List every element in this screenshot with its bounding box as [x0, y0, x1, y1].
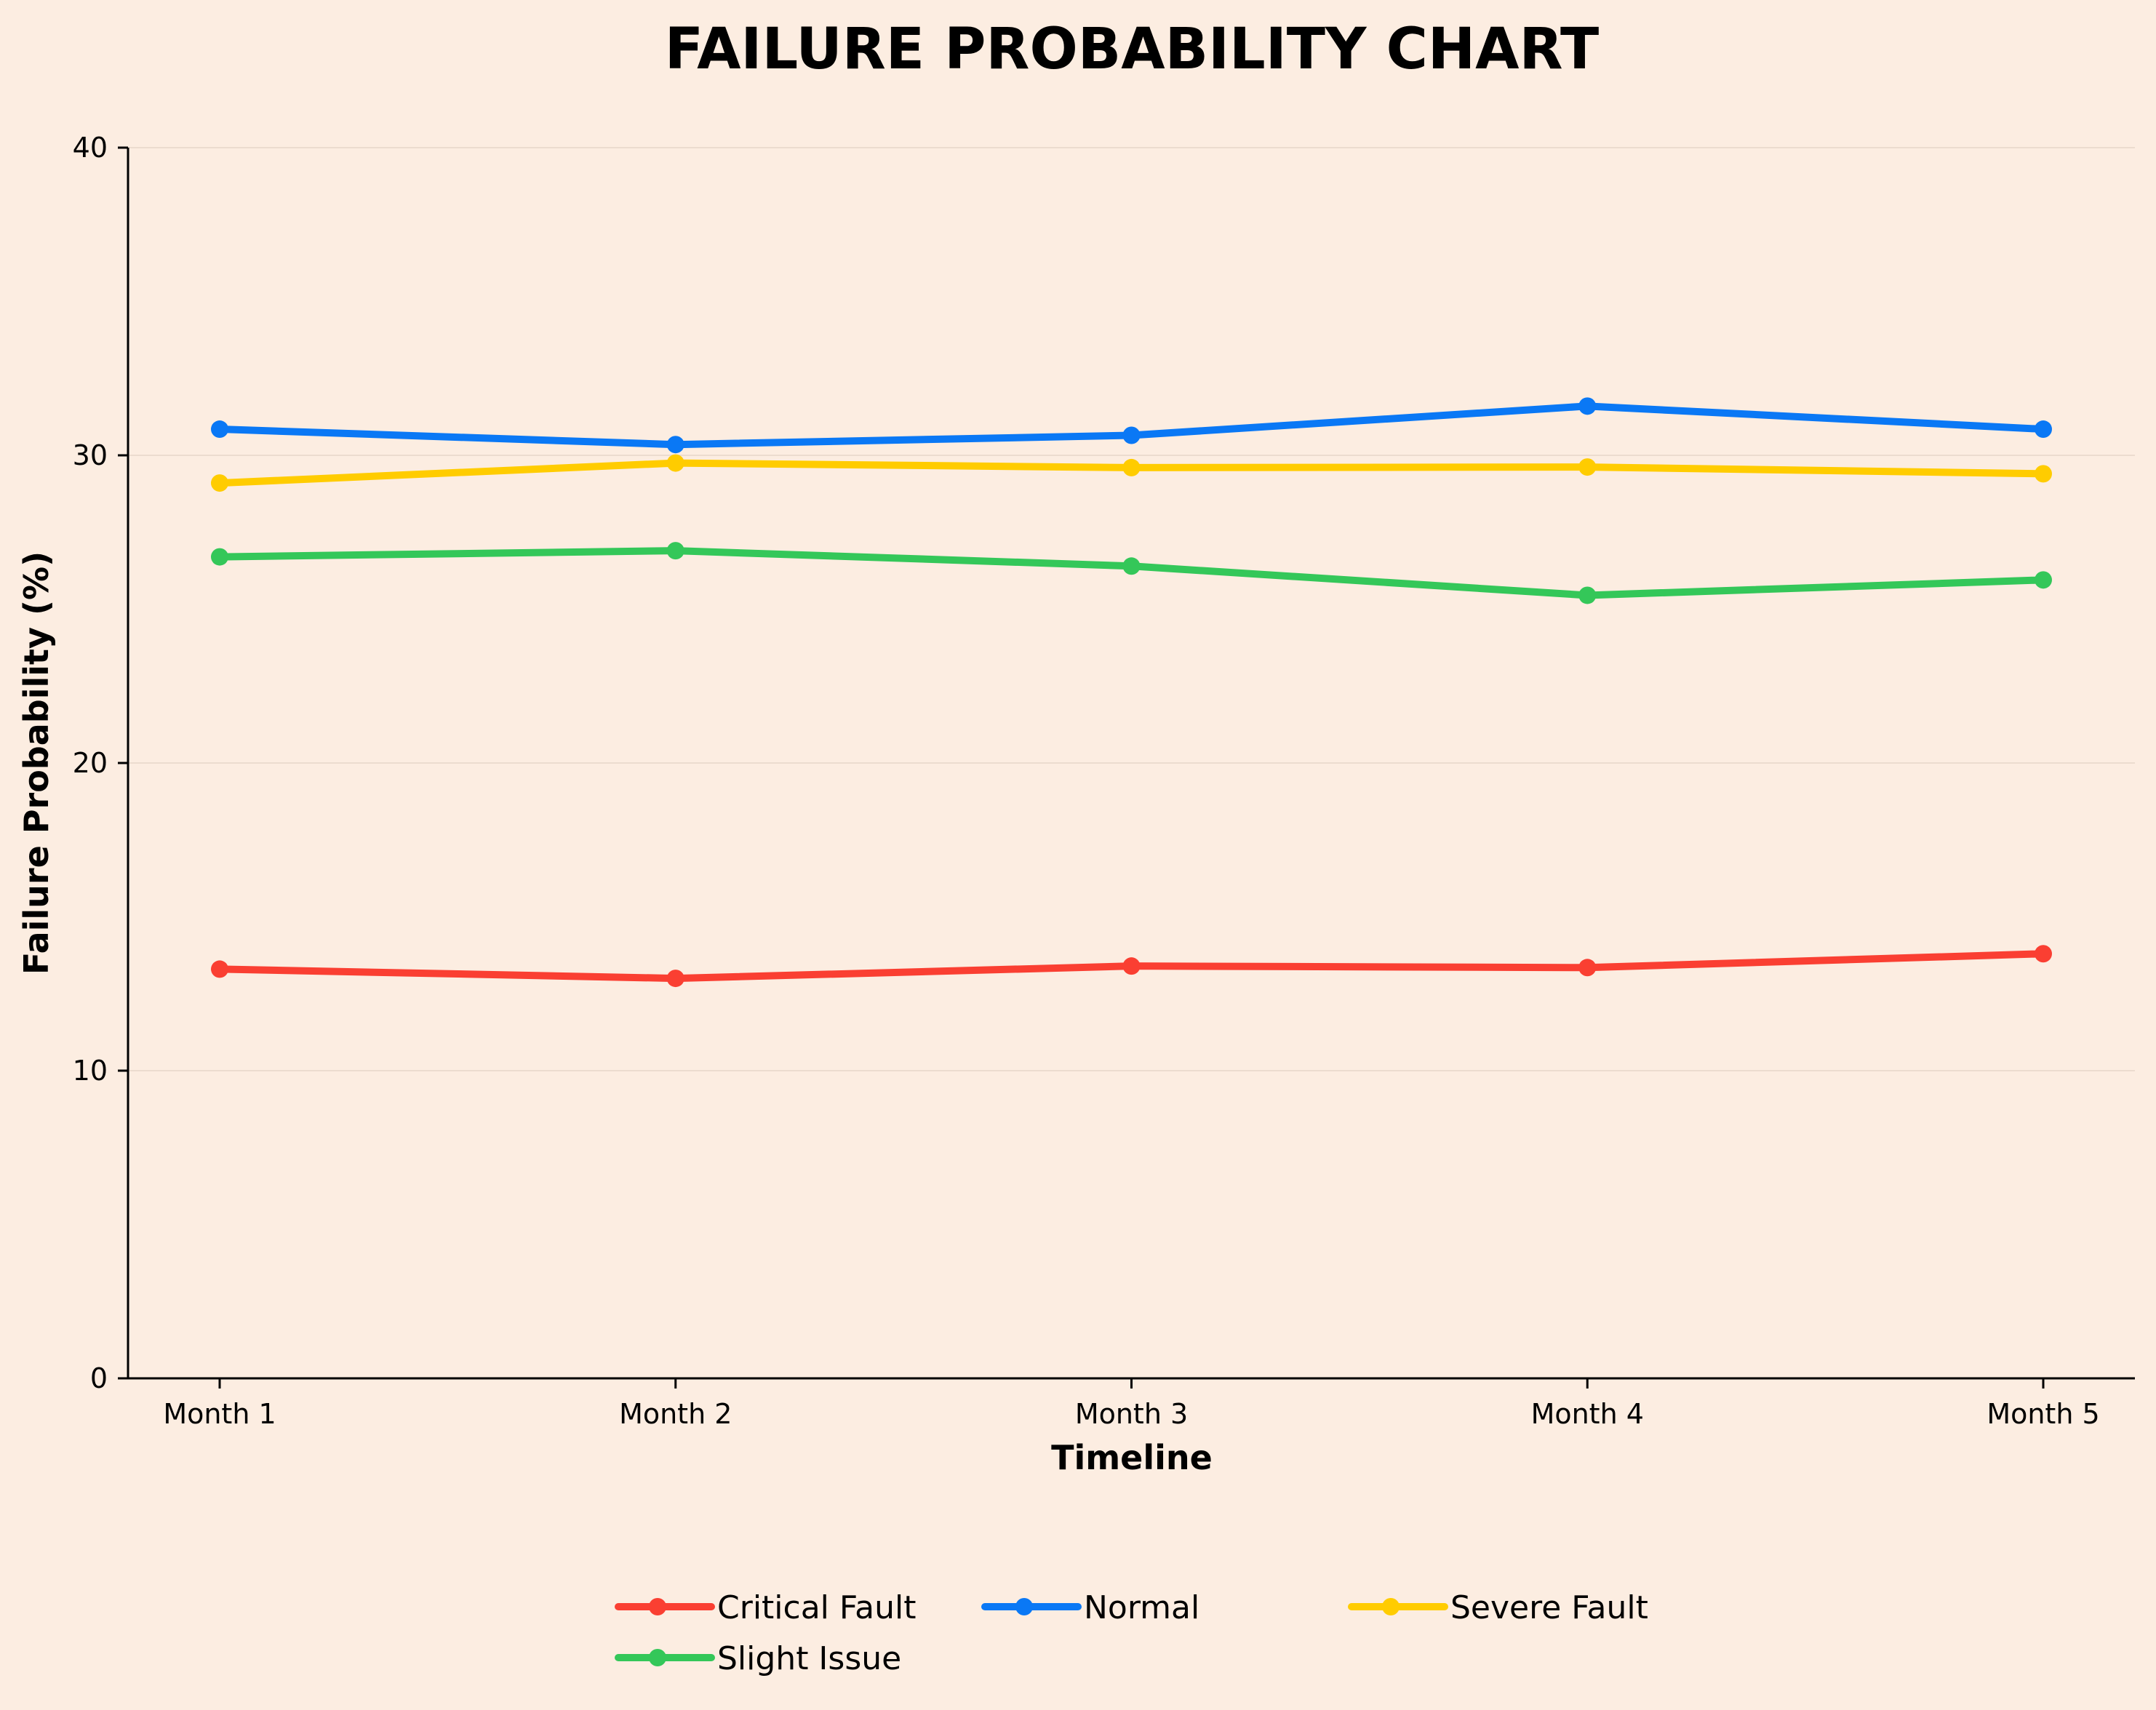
- data-point-slight-issue-1: [211, 548, 228, 566]
- x-tick-label-2: Month 2: [619, 1398, 732, 1430]
- legend-item-normal: Normal: [981, 1589, 1199, 1626]
- legend-label-severe-fault: Severe Fault: [1450, 1589, 1648, 1626]
- x-tick-label-1: Month 1: [163, 1398, 276, 1430]
- data-point-severe-fault-4: [1578, 458, 1597, 476]
- y-axis-ticks: 0 10 20 30 40: [73, 132, 128, 1394]
- y-axis-label: Failure Probability (%): [17, 551, 56, 975]
- data-point-critical-fault-1: [211, 960, 228, 978]
- series-slight-issue: [211, 542, 2052, 604]
- y-tick-label-40: 40: [73, 132, 108, 164]
- data-point-slight-issue-5: [2035, 571, 2052, 589]
- y-tick-label-20: 20: [73, 747, 108, 779]
- y-tick-label-10: 10: [73, 1055, 108, 1087]
- legend-swatch-marker-slight-issue: [649, 1649, 666, 1666]
- x-axis-label: Timeline: [1051, 1438, 1213, 1477]
- legend-swatch-marker-severe-fault: [1382, 1598, 1400, 1615]
- legend-label-critical-fault: Critical Fault: [717, 1589, 916, 1626]
- legend: Critical Fault Normal Severe Fault Slight I…: [615, 1589, 1648, 1677]
- y-tick-label-0: 0: [90, 1362, 108, 1394]
- x-tick-label-3: Month 3: [1075, 1398, 1188, 1430]
- legend-swatch-marker-normal: [1015, 1598, 1033, 1615]
- data-point-severe-fault-2: [666, 454, 684, 472]
- x-tick-label-4: Month 4: [1531, 1398, 1644, 1430]
- series-severe-fault: [211, 454, 2052, 492]
- data-point-critical-fault-5: [2035, 945, 2052, 963]
- x-axis-ticks: Month 1 Month 2 Month 3 Month 4 Month 5: [163, 1378, 2100, 1430]
- x-tick-label-5: Month 5: [1987, 1398, 2099, 1430]
- series-critical-fault: [211, 945, 2052, 988]
- data-point-normal-3: [1122, 426, 1141, 444]
- legend-item-slight-issue: Slight Issue: [615, 1640, 901, 1677]
- legend-swatch-marker-critical-fault: [649, 1598, 666, 1615]
- legend-label-slight-issue: Slight Issue: [717, 1640, 901, 1677]
- data-point-normal-5: [2035, 420, 2052, 439]
- series-lines: [211, 397, 2052, 988]
- legend-label-normal: Normal: [1084, 1589, 1199, 1626]
- data-point-slight-issue-4: [1578, 586, 1597, 604]
- data-point-normal-4: [1578, 397, 1597, 415]
- grid-lines: [128, 147, 2135, 1071]
- data-point-slight-issue-3: [1122, 557, 1141, 575]
- y-tick-label-30: 30: [73, 439, 108, 471]
- legend-item-severe-fault: Severe Fault: [1348, 1589, 1648, 1626]
- data-point-critical-fault-2: [666, 970, 684, 988]
- data-point-critical-fault-4: [1578, 959, 1597, 977]
- series-normal: [211, 397, 2052, 454]
- data-point-severe-fault-3: [1122, 458, 1141, 476]
- legend-item-critical-fault: Critical Fault: [615, 1589, 916, 1626]
- data-point-normal-1: [211, 420, 228, 439]
- data-point-critical-fault-3: [1122, 957, 1141, 975]
- data-point-severe-fault-1: [211, 474, 228, 492]
- data-point-slight-issue-2: [666, 542, 684, 560]
- data-point-normal-2: [666, 436, 684, 454]
- chart-title: FAILURE PROBABILITY CHART: [665, 17, 1600, 82]
- data-point-severe-fault-5: [2035, 465, 2052, 483]
